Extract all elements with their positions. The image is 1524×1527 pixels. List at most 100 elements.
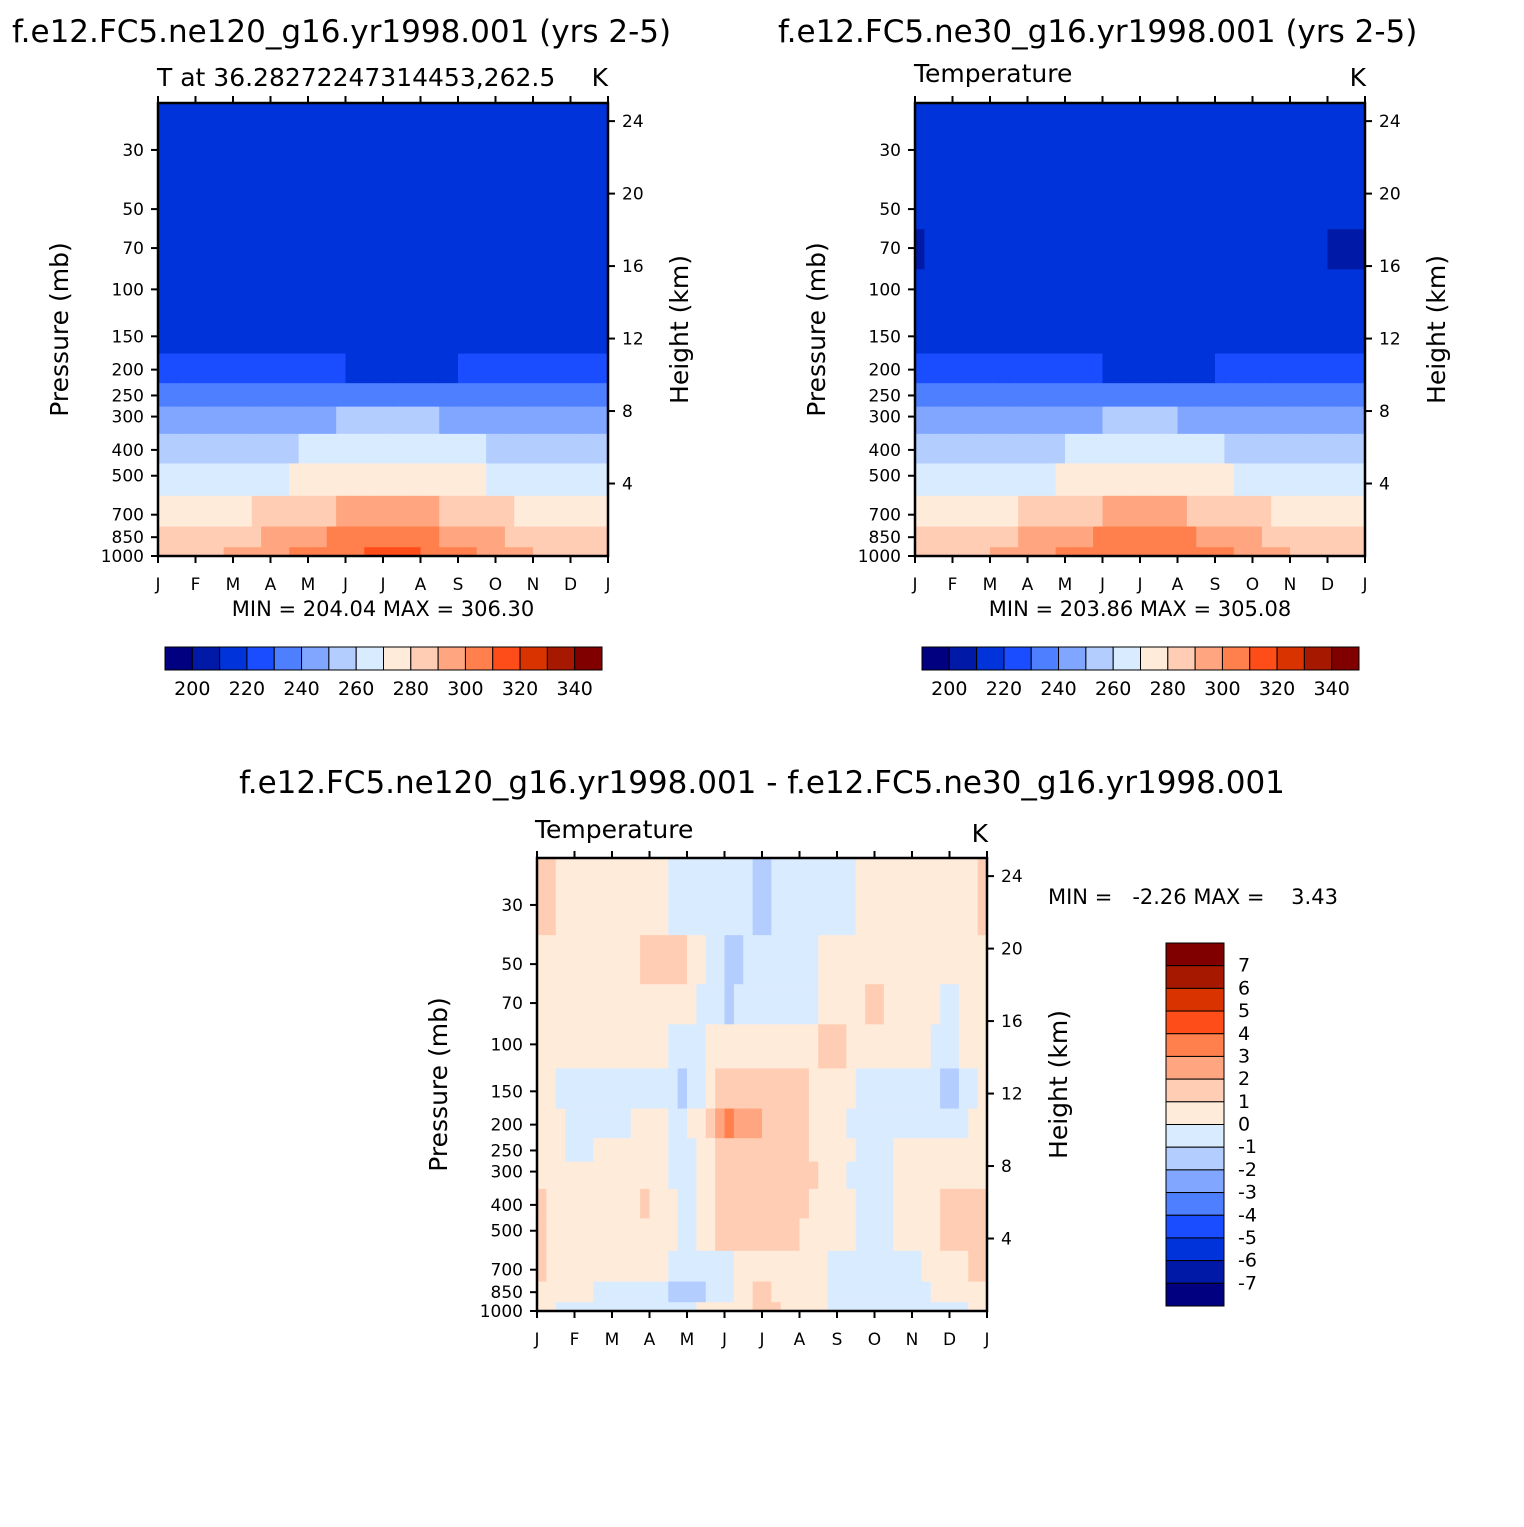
- field-cell: [687, 1250, 697, 1282]
- field-cell: [448, 382, 459, 407]
- field-cell: [546, 858, 557, 936]
- field-cell: [649, 1250, 660, 1282]
- field-cell: [921, 983, 932, 1025]
- field-cell: [1355, 352, 1366, 384]
- field-cell: [411, 228, 422, 270]
- field-cell: [971, 495, 982, 527]
- y-tick-label: 100: [491, 1035, 523, 1055]
- field-cell: [1065, 352, 1075, 384]
- field-cell: [364, 406, 375, 434]
- field-cell: [364, 352, 375, 384]
- field-cell: [893, 934, 904, 985]
- y-tick-label: 70: [879, 239, 901, 259]
- colorbar-label: 240: [1040, 678, 1076, 700]
- field-cell: [1196, 268, 1207, 314]
- field-cell: [467, 382, 478, 407]
- field-cell: [1018, 268, 1029, 314]
- field-cell: [1233, 495, 1244, 527]
- field-cell: [971, 406, 982, 434]
- field-cell: [999, 406, 1010, 434]
- field-cell: [846, 934, 857, 985]
- panel-title: f.e12.FC5.ne30_g16.yr1998.001 (yrs 2-5): [778, 14, 1417, 50]
- field-cell: [1318, 495, 1329, 527]
- field-cell: [214, 525, 225, 548]
- field-cell: [943, 495, 954, 527]
- field-cell: [495, 546, 506, 557]
- field-cell: [1027, 406, 1038, 434]
- field-cell: [326, 103, 337, 181]
- field-cell: [1233, 525, 1244, 548]
- field-cell: [1027, 546, 1038, 557]
- field-cell: [345, 382, 356, 407]
- field-cell: [251, 103, 262, 181]
- field-cell: [251, 179, 262, 230]
- field-cell: [561, 495, 572, 527]
- field-cell: [583, 1188, 594, 1219]
- field-cell: [251, 546, 262, 557]
- field-cell: [696, 934, 707, 985]
- field-cell: [1130, 546, 1141, 557]
- field-cell: [1083, 406, 1094, 434]
- field-cell: [1018, 179, 1029, 230]
- field-cell: [542, 525, 553, 548]
- field-cell: [1074, 103, 1085, 181]
- field-cell: [612, 858, 622, 936]
- panel-left-label: T at 36.28272247314453,262.5: [156, 63, 555, 92]
- field-cell: [223, 495, 234, 527]
- field-cell: [555, 1107, 566, 1139]
- field-cell: [223, 103, 234, 181]
- field-cell: [933, 352, 944, 384]
- field-cell: [1055, 406, 1066, 434]
- field-cell: [649, 1280, 660, 1303]
- field-cell: [223, 546, 234, 557]
- field-cell: [771, 1023, 782, 1069]
- field-cell: [458, 103, 468, 181]
- field-cell: [715, 983, 726, 1025]
- field-cell: [514, 433, 525, 464]
- field-cell: [658, 1137, 669, 1162]
- field-cell: [790, 983, 801, 1025]
- field-cell: [733, 1301, 744, 1312]
- field-cell: [1336, 179, 1347, 230]
- field-cell: [593, 983, 604, 1025]
- field-cell: [1196, 546, 1207, 557]
- field-cell: [574, 1280, 585, 1303]
- field-cell: [533, 179, 543, 230]
- field-cell: [977, 1023, 988, 1069]
- x-tick-label: F: [570, 1330, 580, 1350]
- field-cell: [476, 525, 487, 548]
- field-cell: [593, 1188, 604, 1219]
- field-cell: [612, 1217, 622, 1251]
- field-cell: [1346, 103, 1357, 181]
- field-cell: [593, 934, 604, 985]
- field-cell: [687, 934, 697, 985]
- field-cell: [752, 934, 763, 985]
- field-cell: [533, 312, 543, 354]
- field-cell: [808, 1137, 819, 1162]
- field-cell: [649, 934, 660, 985]
- field-cell: [921, 1023, 932, 1069]
- colorbar-swatch: [1303, 646, 1333, 671]
- field-cell: [621, 983, 632, 1025]
- field-cell: [677, 1250, 688, 1282]
- field-cell: [579, 433, 590, 464]
- field-cell: [1205, 268, 1216, 314]
- field-cell: [598, 179, 609, 230]
- field-cell: [771, 1250, 782, 1282]
- field-cell: [943, 382, 954, 407]
- field-cell: [476, 495, 487, 527]
- field-cell: [523, 179, 534, 230]
- colorbar-swatch: [273, 646, 303, 671]
- y-tick-label: 500: [491, 1222, 523, 1242]
- field-cell: [589, 495, 600, 527]
- field-cell: [930, 1023, 941, 1069]
- field-cell: [1290, 103, 1300, 181]
- field-cell: [1299, 382, 1310, 407]
- field-cell: [980, 179, 991, 230]
- field-cell: [439, 312, 450, 354]
- field-cell: [354, 312, 365, 354]
- field-cell: [504, 352, 515, 384]
- y-tick-label: 400: [112, 441, 144, 461]
- y2-tick-label: 8: [1379, 402, 1390, 422]
- field-cell: [621, 1067, 632, 1109]
